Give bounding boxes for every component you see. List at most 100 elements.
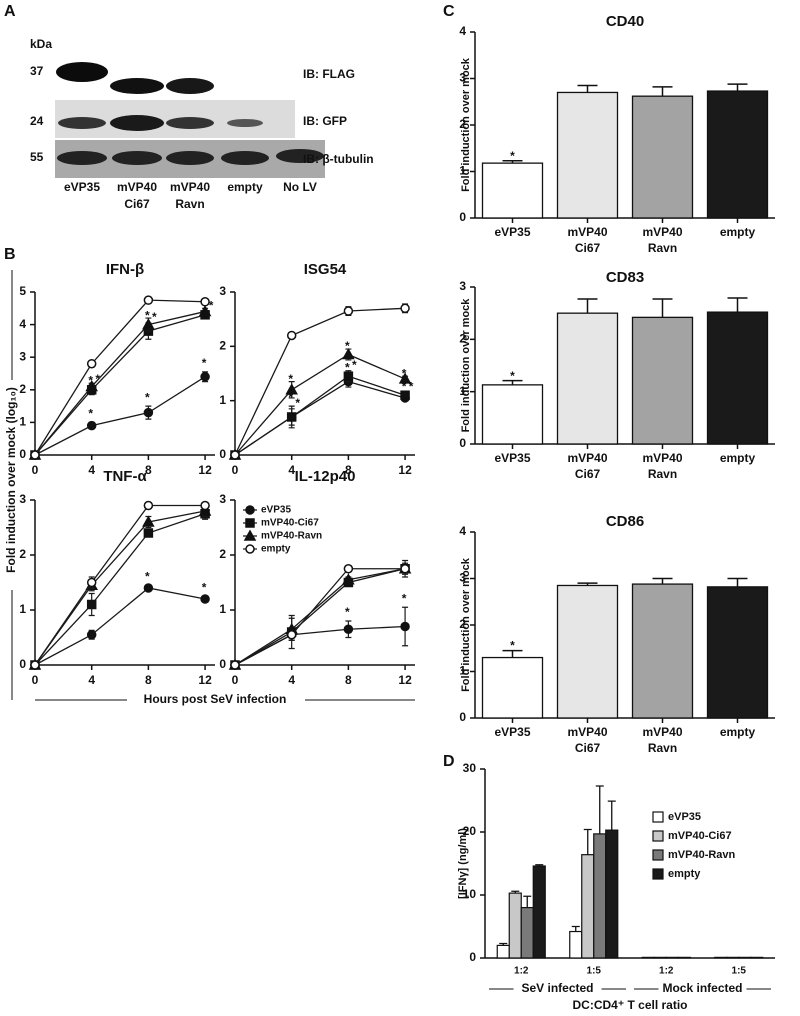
y-tick-label: 0 [19,447,26,461]
significance-mark: * [145,308,150,322]
significance-mark: * [202,356,207,370]
error-bar [727,83,748,92]
marker [86,420,97,431]
marker [343,371,354,381]
significance-mark: * [88,407,93,421]
chart-title: ISG54 [304,261,347,278]
bar [706,586,769,719]
bar [532,865,546,959]
series-line [234,353,406,456]
legend-label: eVP35 [261,505,291,516]
bar [631,95,694,219]
significance-mark: * [145,390,150,404]
x-tick-label: Ci67 [575,241,601,255]
marker [85,379,98,392]
marker [245,544,255,554]
marker [143,500,154,511]
legend-label: empty [668,868,701,880]
marker [30,450,40,460]
group-label: SeV infected [521,981,593,995]
marker [400,621,410,632]
bar [481,656,544,719]
marker [342,573,355,585]
bar [581,854,595,959]
x-tick-label: 4 [288,463,295,477]
significance-mark: * [510,149,515,163]
marker [143,295,154,305]
y-tick-label: 1 [459,664,466,678]
y-axis-label: Fold induction over mock [460,557,472,692]
panel-label: B [4,246,16,263]
y-tick-label: 2 [459,617,466,631]
legend-label: mVP40-Ravn [261,531,322,542]
legend-swatch [652,811,664,823]
kda-marker: 55 [30,150,44,164]
y-tick-label: 3 [219,284,226,298]
series-line [234,568,406,666]
chart-title: CD86 [606,513,644,530]
bar [556,312,619,445]
x-tick-label: eVP35 [494,725,530,739]
x-tick-label: 1:2 [659,966,674,977]
lane-label: Ravn [175,197,204,211]
marker [400,564,410,574]
series-line [234,568,406,666]
y-axis-label: Fold induction over mock [460,57,472,192]
marker [230,660,240,670]
error-bar [595,785,604,834]
bar [653,956,667,959]
series-line [234,625,406,666]
series-line [34,299,206,456]
significance-mark: * [352,358,357,372]
series-line [34,376,206,456]
y-tick-label: 3 [19,492,26,506]
x-tick-label: 8 [345,463,352,477]
significance-mark: * [88,373,93,387]
marker [143,583,154,593]
x-tick-label: 1:2 [514,966,529,977]
x-tick-label: 1:5 [732,966,747,977]
error-bar [652,298,673,318]
y-axis-label: Fold induction over mock [460,298,472,433]
error-bar [577,298,598,314]
panel-label: A [4,3,16,20]
marker [285,383,298,395]
y-tick-label: 2 [219,339,226,353]
bar [706,90,769,219]
marker [143,407,154,418]
legend-swatch [652,830,664,842]
y-tick-label: 2 [219,547,226,561]
bar [726,956,740,959]
x-tick-label: empty [720,725,756,739]
x-axis-label: Hours post SeV infection [144,692,287,706]
significance-mark: * [402,591,407,605]
marker [243,529,257,541]
marker [200,372,210,382]
marker [198,305,212,317]
significance-mark: * [409,380,414,394]
error-bar [583,828,592,855]
significance-mark: * [402,366,407,380]
marker [198,504,212,516]
significance-mark: * [402,379,407,393]
legend-label: empty [261,544,291,555]
marker [400,303,410,314]
x-tick-label: 12 [198,673,212,687]
y-tick-label: 10 [463,887,477,901]
bar [750,956,764,959]
x-tick-label: 8 [345,673,352,687]
bar [641,956,655,959]
bar [569,930,583,959]
significance-mark: * [145,569,150,583]
bar [665,956,679,959]
significance-mark: * [345,339,350,353]
bar [706,311,769,445]
x-tick-label: Ci67 [575,741,601,755]
significance-mark: * [202,580,207,594]
x-tick-label: 12 [398,673,412,687]
chart-title: CD40 [606,13,644,30]
marker [86,358,97,369]
x-tick-label: Ravn [648,241,677,255]
y-tick-label: 0 [219,657,226,671]
lane-label: eVP35 [64,180,100,194]
